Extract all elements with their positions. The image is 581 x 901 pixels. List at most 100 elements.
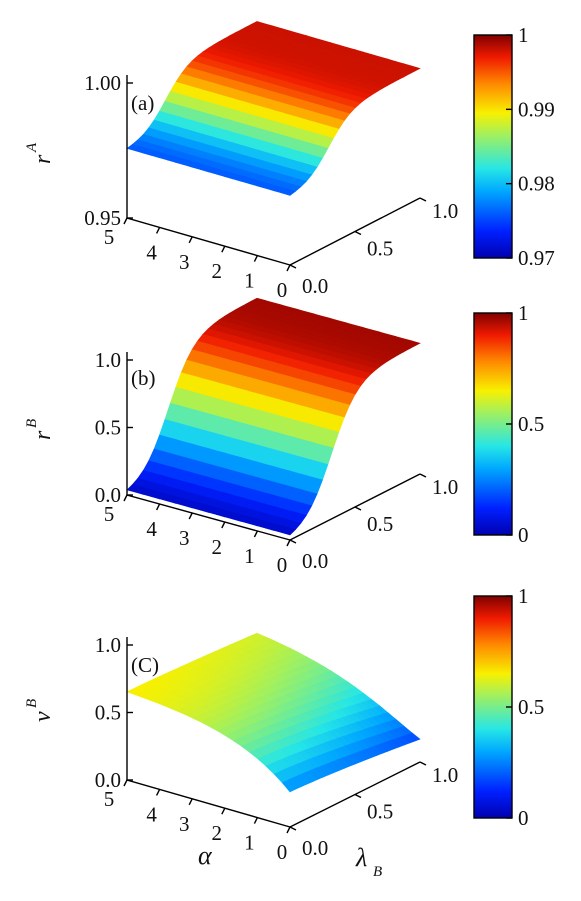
colorbar-gradient	[473, 595, 513, 819]
z-tick-label: 0.0	[95, 483, 121, 507]
alpha-tick-label: 1	[244, 269, 255, 293]
lambda-tick-label: 0.0	[302, 274, 328, 298]
z-axis-label-superscript: A	[24, 142, 40, 153]
panel-label-c: (C)	[131, 653, 159, 677]
alpha-tick-label: 3	[179, 250, 190, 274]
alpha-tick-label: 5	[104, 502, 115, 526]
lambda-tick-label: 1.0	[432, 763, 458, 787]
alpha-tick-label: 2	[212, 821, 223, 845]
colorbar-gradient	[473, 312, 513, 536]
panel-label-a: (a)	[131, 91, 154, 115]
colorbar-tick-label: 0.97	[518, 246, 555, 270]
alpha-tick-mark	[123, 494, 128, 502]
z-axis-label-superscript: B	[24, 699, 40, 708]
alpha-tick-mark	[188, 512, 193, 520]
surface-b	[126, 297, 421, 536]
colorbar-tick-label: 0.5	[518, 695, 544, 719]
lambda-axis-title: λ B	[355, 843, 382, 880]
z-tick-label: 0.5	[95, 701, 121, 725]
surface-a	[126, 21, 421, 196]
panel-label-b: (b)	[131, 366, 156, 390]
alpha-tick-label: 3	[179, 526, 190, 550]
lambda-tick-mark	[289, 264, 297, 269]
surface-patch	[126, 144, 142, 152]
z-tick-label: 1.0	[95, 633, 121, 657]
lambda-tick-mark	[354, 793, 362, 799]
alpha-tick-mark	[123, 217, 128, 225]
alpha-tick-label: 0	[277, 553, 288, 577]
z-tick-label: 0.5	[95, 416, 121, 440]
alpha-tick-mark	[221, 245, 226, 253]
lambda-tick-label: 0.5	[367, 237, 393, 261]
lambda-tick-label: 0.0	[302, 549, 328, 573]
alpha-tick-label: 2	[212, 259, 223, 283]
surface-patch	[126, 484, 142, 493]
alpha-tick-mark	[155, 227, 161, 234]
lambda-tick-mark	[419, 197, 427, 202]
z-axis-label-a: r A	[24, 142, 56, 164]
colorbar-gradient	[473, 34, 513, 259]
lambda-tick-mark	[419, 761, 427, 766]
alpha-tick-label: 4	[146, 517, 157, 541]
alpha-tick-mark	[286, 539, 291, 547]
alpha-tick-label: 1	[244, 544, 255, 568]
alpha-tick-label: 2	[212, 535, 223, 559]
alpha-tick-mark	[123, 779, 128, 787]
lambda-tick-label: 1.0	[432, 475, 458, 499]
colorbar-tick-label: 1	[518, 584, 529, 608]
axes-a: 0.95 1.00 5 4 3 2 1 0 0.0 0.5 1.0	[84, 71, 458, 302]
alpha-tick-mark	[188, 798, 193, 806]
colorbar-tick-label: 0.5	[518, 412, 544, 436]
alpha-tick-mark	[286, 826, 291, 834]
lambda-tick-mark	[354, 230, 362, 236]
alpha-tick-label: 4	[146, 802, 157, 826]
lambda-tick-mark	[289, 826, 297, 831]
colorbar-c: 00.51	[473, 584, 544, 830]
lambda-tick-label: 1.0	[432, 199, 458, 223]
alpha-tick-label: 5	[104, 787, 115, 811]
surface-patch	[126, 688, 142, 696]
colorbar-a: 0.97 0.98 0.99 1	[473, 23, 555, 270]
lambda-tick-mark	[419, 473, 427, 478]
z-axis-label-text: r	[30, 154, 56, 164]
colorbar-tick-label: 0	[518, 523, 529, 547]
alpha-tick-label: 1	[244, 831, 255, 855]
colorbar-tick-label: 0.98	[518, 172, 555, 196]
alpha-tick-label: 0	[277, 278, 288, 302]
panel-b: (b) r B 0.00.51.054 3 2 1 0 0.00.51.0 00.51	[24, 297, 544, 577]
alpha-tick-mark	[155, 789, 161, 796]
alpha-tick-mark	[253, 255, 259, 262]
z-axis-label-text: v	[30, 711, 56, 722]
alpha-tick-label: 4	[146, 240, 157, 264]
z-tick-label: 1.0	[95, 348, 121, 372]
alpha-axis-line	[126, 217, 291, 266]
alpha-tick-mark	[221, 521, 226, 529]
alpha-tick-mark	[253, 530, 259, 538]
colorbar-tick-label: 1	[518, 23, 529, 47]
alpha-axis-title: α	[198, 841, 213, 870]
alpha-tick-mark	[253, 817, 259, 824]
colorbar-tick-label: 0	[518, 806, 529, 830]
lambda-tick-label: 0.5	[367, 800, 393, 824]
axes-b: 0.0 0.5 1.0 5 4 3 2 1 0 0.0 0.5 1.0	[95, 348, 459, 577]
colorbar-tick-label: 0.99	[518, 97, 555, 121]
lambda-tick-label: 0.5	[367, 512, 393, 536]
alpha-tick-mark	[188, 236, 193, 244]
lambda-axis-title-text: λ	[355, 843, 367, 872]
alpha-tick-label: 0	[277, 840, 288, 864]
lambda-tick-label: 0.0	[302, 836, 328, 860]
z-axis-label-text: r	[30, 430, 56, 440]
alpha-tick-mark	[286, 264, 291, 272]
z-tick-label: 0.95	[84, 206, 121, 230]
alpha-tick-mark	[155, 503, 161, 511]
z-axis-label-superscript: B	[24, 419, 40, 428]
colorbar-b: 00.51	[473, 301, 544, 547]
z-axis-label-c: v B	[24, 699, 56, 722]
lambda-axis-title-subscript: B	[373, 864, 382, 880]
alpha-tick-mark	[221, 807, 226, 815]
z-tick-label: 0.0	[95, 768, 121, 792]
alpha-tick-label: 3	[179, 812, 190, 836]
lambda-tick-mark	[289, 539, 297, 544]
